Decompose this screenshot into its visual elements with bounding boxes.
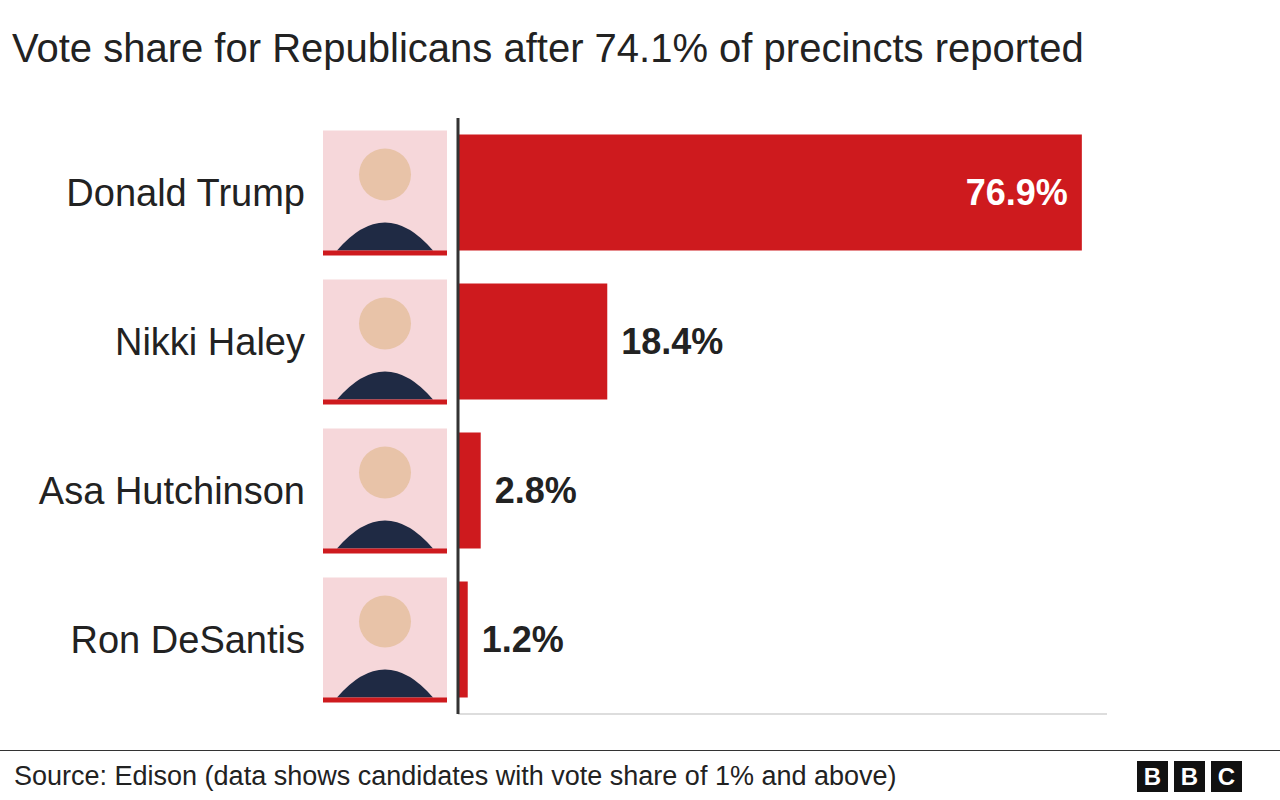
html-text:Source: Edison (data shows can: Source: Edison (data shows candidates wi… [14, 761, 897, 791]
html-text:C: C [1217, 763, 1236, 790]
svg-text:2.8%: 2.8% [495, 470, 577, 511]
svg-text:Asa Hutchinson: Asa Hutchinson [39, 470, 305, 512]
svg-text:Nikki Haley: Nikki Haley [115, 321, 305, 363]
html-text:B: B [1143, 763, 1162, 790]
svg-text:Donald Trump: Donald Trump [66, 172, 305, 214]
svg-text:76.9%: 76.9% [966, 172, 1068, 213]
html-text:Vote share for Republicans aft: Vote share for Republicans after 74.1% o… [12, 26, 1084, 70]
svg-text:18.4%: 18.4% [621, 321, 723, 362]
svg-text:1.2%: 1.2% [482, 619, 564, 660]
svg-text:Ron DeSantis: Ron DeSantis [71, 619, 305, 661]
html-text:B: B [1180, 763, 1199, 790]
